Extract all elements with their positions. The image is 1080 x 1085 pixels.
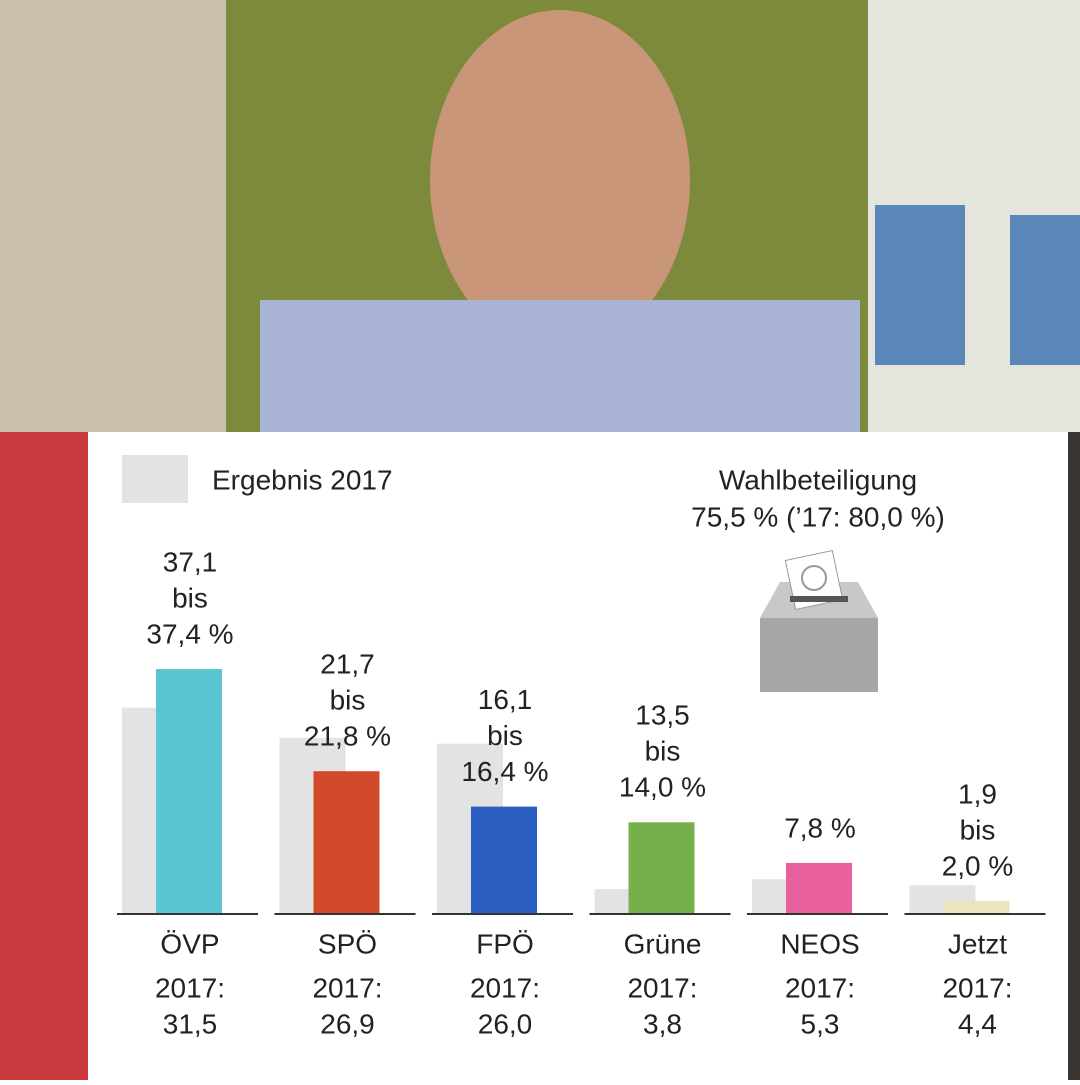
value-label: 2,0 % [942,850,1014,881]
previous-prefix: 2017: [470,972,540,1003]
value-label: 1,9 [958,778,997,809]
value-label: bis [487,720,523,751]
category-label: Grüne [624,928,702,959]
value-label: 37,1 [163,546,218,577]
previous-value: 3,8 [643,1008,682,1039]
bar-current [628,822,695,914]
turnout-title: Wahlbeteiligung [719,464,917,495]
ballot-box-icon [760,549,878,692]
value-label: bis [330,685,366,716]
category-label: ÖVP [160,928,219,959]
photo-face [430,10,690,350]
value-label: bis [645,736,681,767]
value-label: 13,5 [635,700,690,731]
legend-label: Ergebnis 2017 [212,464,393,495]
previous-prefix: 2017: [942,972,1012,1003]
value-label: 21,8 % [304,721,391,752]
value-label: 21,7 [320,649,375,680]
value-label: bis [172,582,208,613]
bar-current [313,771,380,914]
bar-current [471,806,537,914]
bar-current [786,862,852,914]
photo-window [875,205,965,365]
category-label: Jetzt [948,928,1007,959]
previous-prefix: 2017: [785,972,855,1003]
bar-current [156,669,222,914]
chart-panel [88,432,1068,1080]
value-label: bis [960,814,996,845]
photo-bottom-left [0,432,88,1080]
value-label: 16,4 % [461,756,548,787]
photo-bottom-right [1068,432,1080,1080]
turnout-text: 75,5 % (’17: 80,0 %) [691,501,945,532]
category-label: NEOS [780,928,859,959]
previous-prefix: 2017: [627,972,697,1003]
previous-value: 31,5 [163,1008,218,1039]
previous-value: 26,9 [320,1008,375,1039]
value-label: 16,1 [478,684,533,715]
category-label: FPÖ [476,928,534,959]
photo-left [0,0,226,432]
legend-swatch [122,455,188,503]
previous-value: 5,3 [801,1008,840,1039]
value-label: 37,4 % [146,618,233,649]
bar-current [943,900,1010,914]
previous-value: 26,0 [478,1008,533,1039]
photo-window [1010,215,1080,365]
value-label: 7,8 % [784,812,856,843]
photo-shirt [260,300,860,432]
category-label: SPÖ [318,928,377,959]
previous-prefix: 2017: [155,972,225,1003]
previous-prefix: 2017: [312,972,382,1003]
value-label: 14,0 % [619,772,706,803]
previous-value: 4,4 [958,1008,997,1039]
